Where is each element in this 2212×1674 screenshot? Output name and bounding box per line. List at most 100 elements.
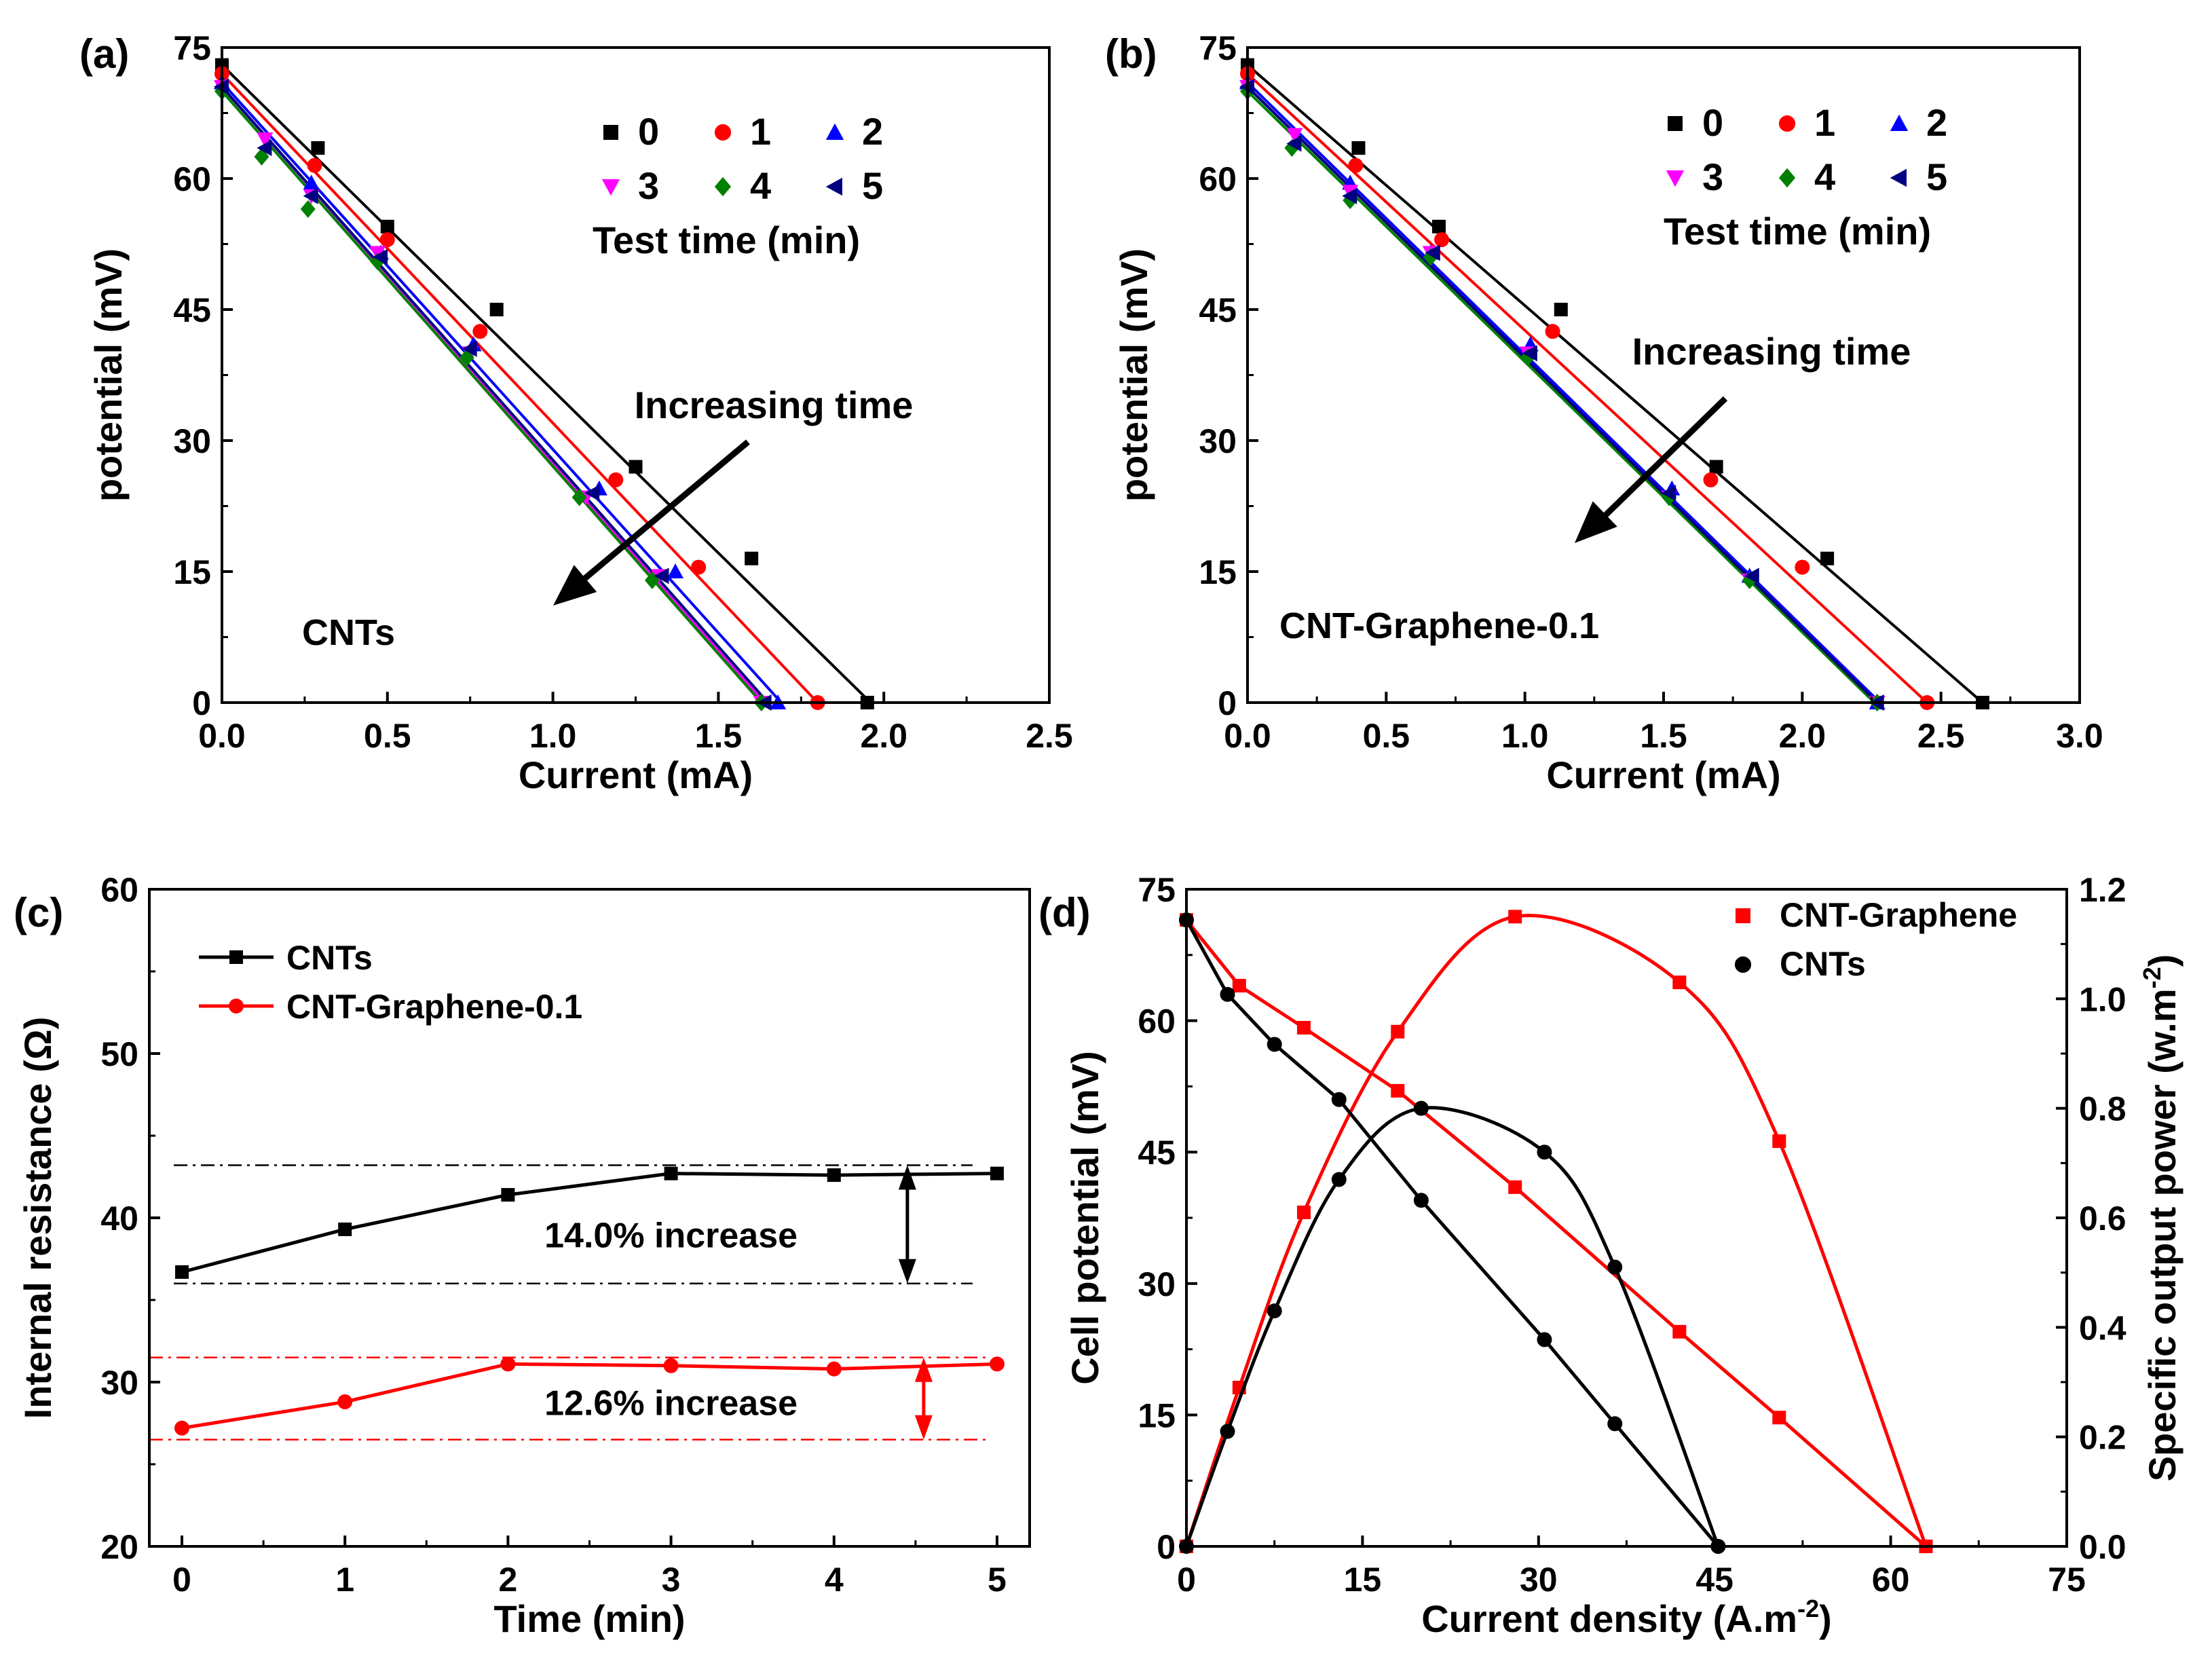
- panel-b-point-3: [1286, 128, 1303, 143]
- panel-c: 14.0% increase 12.6% increase 0 1 2 3 4 5 20 30 40…: [14, 871, 1031, 1640]
- panel-d-point-cnt-graphene-potential: [1232, 978, 1246, 992]
- panel-a-point-0: [745, 551, 759, 565]
- panel-d-curve-cnt-graphene-power: [1184, 914, 1928, 1547]
- panel-b-legend-label-0: 0: [1702, 101, 1723, 144]
- panel-b-legend-marker-5: [1890, 168, 1907, 187]
- panel-a-point-2: [303, 174, 320, 190]
- panel-d-x-tick-label: 30: [1520, 1561, 1558, 1599]
- panel-c-double-arrow-head-up: [898, 1165, 916, 1190]
- panel-c-point-cnts: [175, 1265, 189, 1279]
- panel-d-x-axis-label-sup: -2: [1797, 1595, 1819, 1622]
- panel-c-point-cnts: [501, 1188, 515, 1202]
- panel-b-axes-frame: [1246, 46, 2081, 704]
- panel-c-series-line-cnt-graphene: [181, 1362, 998, 1430]
- panel-b-y-tick-label: 0: [1218, 684, 1237, 722]
- panel-d-legend: CNT-Graphene CNTs: [1734, 896, 2017, 983]
- panel-c-y-tick-label: 60: [100, 871, 138, 909]
- panel-c-double-arrow-head-up: [914, 1357, 933, 1382]
- panel-c-x-tick-label: 3: [662, 1561, 681, 1599]
- panel-b-fit-line-1: [1246, 73, 1928, 704]
- panel-b-point-0: [1709, 460, 1723, 474]
- panel-a-x-tick-label: 2.0: [860, 717, 907, 755]
- panel-b-legend-marker-3: [1666, 170, 1685, 187]
- panel-a-point-5: [654, 568, 669, 584]
- panel-a-annotation-arrow: [571, 439, 750, 591]
- panel-b-point-0: [1431, 219, 1446, 234]
- panel-a-fit-line-1: [221, 73, 819, 704]
- panel-a-point-0: [311, 141, 325, 155]
- panel-a-legend-marker-1: [714, 124, 732, 141]
- panel-b-y-axis-label: potential (mV): [1112, 248, 1155, 502]
- panel-d-y2-axis-label-main: Specific output power (w.m: [2141, 988, 2183, 1481]
- panel-d-point-cnts-potential: [1413, 1193, 1429, 1208]
- panel-c-point-cnt-graphene: [174, 1420, 190, 1436]
- panel-d-y2-tick-label: 0.2: [2079, 1419, 2126, 1457]
- panel-c-point-cnt-graphene: [337, 1394, 353, 1410]
- panel-a-point-1: [691, 559, 707, 575]
- panel-d-point-cnts-potential: [1267, 1037, 1282, 1052]
- panel-a-x-tick-label: 1.5: [695, 717, 743, 755]
- panel-d-y-axis-label: Cell potential (mV): [1064, 1051, 1106, 1385]
- panel-d-point-cnt-graphene-potential: [1672, 1324, 1687, 1339]
- panel-b-legend-label-3: 3: [1702, 155, 1723, 198]
- panel-a-panel-label: (a): [79, 31, 129, 77]
- panel-a-point-5: [462, 340, 477, 357]
- panel-a-sample-label: CNTs: [302, 612, 395, 653]
- panel-a-y-tick-label: 15: [173, 553, 211, 591]
- panel-a-point-0: [629, 460, 643, 474]
- panel-d-y-tick-label: 60: [1138, 1003, 1176, 1041]
- panel-c-double-arrow-head-down: [898, 1259, 916, 1284]
- panel-b-point-5: [1286, 135, 1302, 152]
- panel-b-panel-label: (b): [1105, 31, 1157, 77]
- panel-a-x-tick-label: 2.5: [1026, 717, 1073, 755]
- panel-b-annotation-arrow: [1595, 396, 1728, 525]
- panel-d-y-tick-label: 15: [1138, 1396, 1176, 1434]
- panel-a-point-5: [303, 187, 318, 204]
- panel-b-legend-marker-4: [1778, 168, 1796, 188]
- panel-d-y2-tick-label: 0.6: [2079, 1199, 2126, 1238]
- panel-a-point-5: [584, 485, 600, 502]
- panel-a-annotation-arrowhead: [553, 565, 597, 606]
- panel-d-point-cnt-graphene-potential: [1296, 1020, 1311, 1035]
- panel-d-x-tick-label: 45: [1695, 1561, 1733, 1599]
- panel-a-legend-marker-3: [601, 179, 620, 196]
- panel-c-y-tick-label: 50: [100, 1035, 138, 1073]
- panel-b-y-tick-label: 45: [1199, 291, 1237, 329]
- panel-b-point-0: [1351, 141, 1366, 155]
- panel-b-legend-title: Test time (min): [1664, 210, 1931, 253]
- panel-c-series-line-cnts: [181, 1172, 997, 1274]
- panel-b-y-tick-label: 15: [1199, 553, 1237, 591]
- panel-d-curve-cnt-graphene-potential: [1185, 918, 1928, 1548]
- panel-b-point-5: [1425, 244, 1440, 261]
- panel-c-legend-marker: [229, 950, 243, 964]
- panel-b-point-5: [1522, 345, 1537, 362]
- panel-d-point-cnts-power: [1267, 1303, 1282, 1319]
- panel-a-y-axis-label: potential (mV): [87, 248, 130, 502]
- panel-b-fit-line-0: [1246, 64, 1984, 704]
- panel-a-point-5: [257, 139, 272, 156]
- panel-d-y-tick-label: 45: [1138, 1134, 1176, 1172]
- panel-d-point-cnts-power: [1331, 1172, 1347, 1187]
- panel-a-point-5: [373, 248, 388, 265]
- panel-c-panel-label: (c): [14, 890, 63, 935]
- panel-c-point-cnts: [827, 1168, 841, 1183]
- panel-d-point-cnt-graphene-potential: [1391, 1083, 1405, 1098]
- panel-c-x-tick-label: 5: [988, 1561, 1007, 1599]
- panel-a-x-tick-label: 0.5: [364, 717, 411, 755]
- panel-c-double-arrow-head-down: [914, 1415, 933, 1440]
- panel-d-legend-marker: [1734, 956, 1752, 973]
- panel-b-sample-label: CNT-Graphene-0.1: [1279, 606, 1599, 646]
- panel-d-x-tick-label: 75: [2048, 1561, 2086, 1599]
- panel-b-y-tick-label: 75: [1199, 29, 1237, 67]
- panel-b-point-1: [1703, 472, 1719, 487]
- panel-d-point-cnt-graphene-power: [1672, 975, 1687, 990]
- panel-a-x-tick-label: 1.0: [529, 717, 577, 755]
- panel-a-axes-frame: [221, 46, 1051, 704]
- panel-a-y-tick-label: 30: [173, 422, 211, 460]
- panel-a-point-1: [472, 324, 488, 339]
- panel-c-legend: CNTs CNT-Graphene-0.1: [199, 939, 582, 1026]
- panel-d-x-tick-label: 0: [1177, 1561, 1196, 1599]
- panel-d-y2-axis-label-sup: -2: [2138, 967, 2166, 988]
